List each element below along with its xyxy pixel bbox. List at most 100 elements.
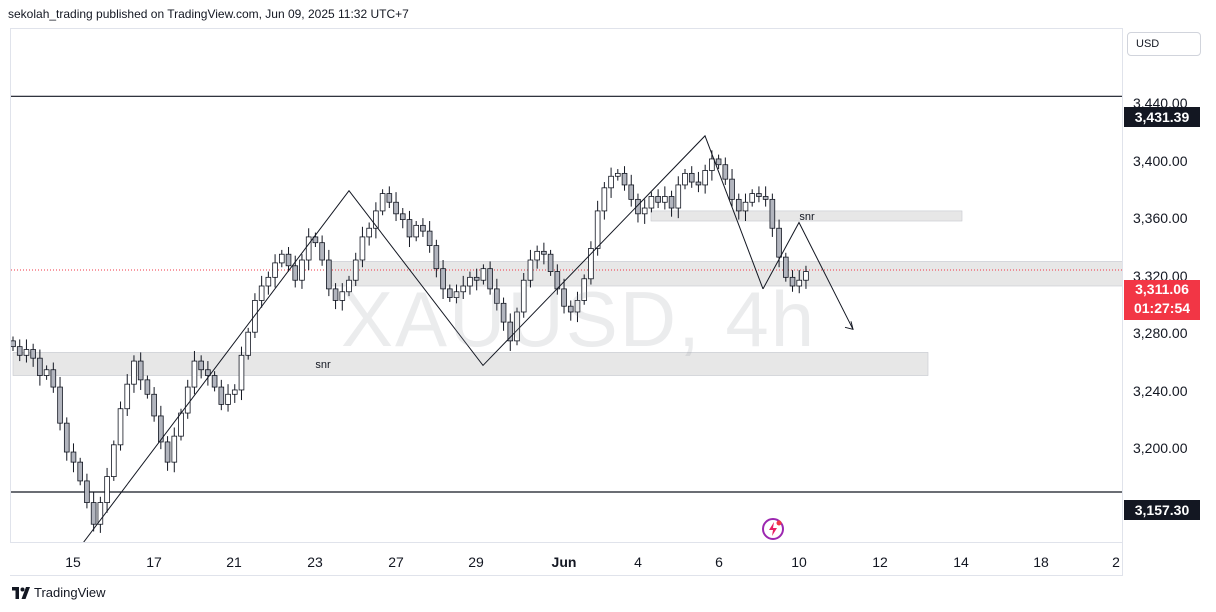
candle xyxy=(332,283,339,310)
candle-body xyxy=(433,245,440,270)
last-price-value: 3,311.06 xyxy=(1135,281,1189,297)
currency-button[interactable]: USD xyxy=(1127,32,1201,56)
candle xyxy=(655,189,661,209)
candle xyxy=(218,379,225,411)
candle-body xyxy=(749,193,755,203)
candle xyxy=(668,190,675,217)
time-axis[interactable]: 15 17 21 23 27 29 Jun 4 6 10 12 14 18 2 xyxy=(10,542,1122,576)
candle xyxy=(695,171,702,193)
candle xyxy=(373,202,379,239)
snr-zone xyxy=(650,210,963,222)
candle-body xyxy=(796,279,803,287)
candle xyxy=(789,270,796,292)
time-label: 2 xyxy=(1112,554,1120,570)
candle-body xyxy=(460,285,467,293)
candle-body xyxy=(151,393,157,417)
candle xyxy=(413,221,419,242)
candle xyxy=(352,252,359,286)
candle-body xyxy=(11,340,16,348)
candle xyxy=(104,467,110,513)
candle xyxy=(57,376,63,431)
candle xyxy=(393,192,399,222)
candle xyxy=(211,371,218,392)
candle xyxy=(453,284,460,304)
candle xyxy=(406,210,413,248)
candle-body xyxy=(211,375,218,388)
candle-body xyxy=(440,268,446,290)
time-label: 18 xyxy=(1033,554,1049,570)
time-label: 4 xyxy=(634,554,642,570)
candle-body xyxy=(494,288,500,304)
candle-body xyxy=(137,360,144,381)
candle xyxy=(762,186,769,207)
candle xyxy=(749,189,755,207)
candle-body xyxy=(426,230,433,246)
candle xyxy=(70,443,77,473)
candle xyxy=(399,208,406,229)
candle-body xyxy=(709,158,715,171)
candle-body xyxy=(184,386,191,414)
candle xyxy=(198,355,204,379)
candle xyxy=(769,193,776,237)
candle-body xyxy=(769,198,776,229)
candle-body xyxy=(420,224,426,232)
time-label: 21 xyxy=(226,554,242,570)
candlestick-chart[interactable]: snr snr xyxy=(11,29,1123,543)
candle-body xyxy=(312,236,319,244)
candle xyxy=(688,166,695,188)
candle-body xyxy=(299,259,305,281)
candle-body xyxy=(789,276,796,287)
candle xyxy=(37,349,43,386)
candle-body xyxy=(326,259,332,290)
candle-body xyxy=(37,357,43,376)
chart-area[interactable]: snr snr XAUUSD, 4h xyxy=(10,28,1123,543)
last-price-tag: 3,311.06 01:27:54 xyxy=(1124,280,1200,320)
candle xyxy=(520,273,527,318)
candle xyxy=(621,166,628,191)
candle-body xyxy=(588,248,594,280)
candle xyxy=(63,417,70,461)
candle-body xyxy=(413,224,419,238)
candle xyxy=(735,193,742,220)
candle-body xyxy=(245,331,252,356)
candle-body xyxy=(534,250,540,261)
candle xyxy=(796,270,803,294)
lightning-icon[interactable] xyxy=(761,517,785,541)
candle-body xyxy=(608,175,614,189)
time-label: 10 xyxy=(791,554,807,570)
candle xyxy=(534,245,540,269)
candle xyxy=(675,176,682,219)
candle-body xyxy=(339,291,346,301)
footer-brand[interactable]: TradingView xyxy=(12,585,106,600)
candle-body xyxy=(238,354,245,391)
candle xyxy=(446,284,453,302)
candle-body xyxy=(124,383,131,410)
candle-body xyxy=(63,422,70,453)
candle xyxy=(164,436,171,471)
candle xyxy=(386,186,393,209)
candle xyxy=(635,193,641,223)
candle xyxy=(467,271,473,295)
time-label: 27 xyxy=(388,554,404,570)
snr-zone xyxy=(12,352,929,376)
candle-body xyxy=(305,236,312,261)
candle xyxy=(756,186,762,203)
candle xyxy=(305,228,312,271)
candle-body xyxy=(90,502,97,525)
upper-line-price-tag: 3,431.39 xyxy=(1124,107,1200,127)
candle xyxy=(742,193,749,222)
candle xyxy=(292,255,299,288)
price-label: 3,240.00 xyxy=(1133,383,1188,399)
candle-body xyxy=(500,302,507,323)
price-axis[interactable] xyxy=(1122,28,1216,576)
candle xyxy=(245,327,252,360)
candle xyxy=(272,254,278,288)
candle-body xyxy=(581,278,587,301)
candle xyxy=(803,265,809,289)
candle xyxy=(171,427,178,473)
candle xyxy=(480,264,487,285)
candle xyxy=(426,221,433,253)
candle-body xyxy=(776,227,782,258)
candle xyxy=(117,401,124,451)
price-label: 3,360.00 xyxy=(1133,210,1188,226)
